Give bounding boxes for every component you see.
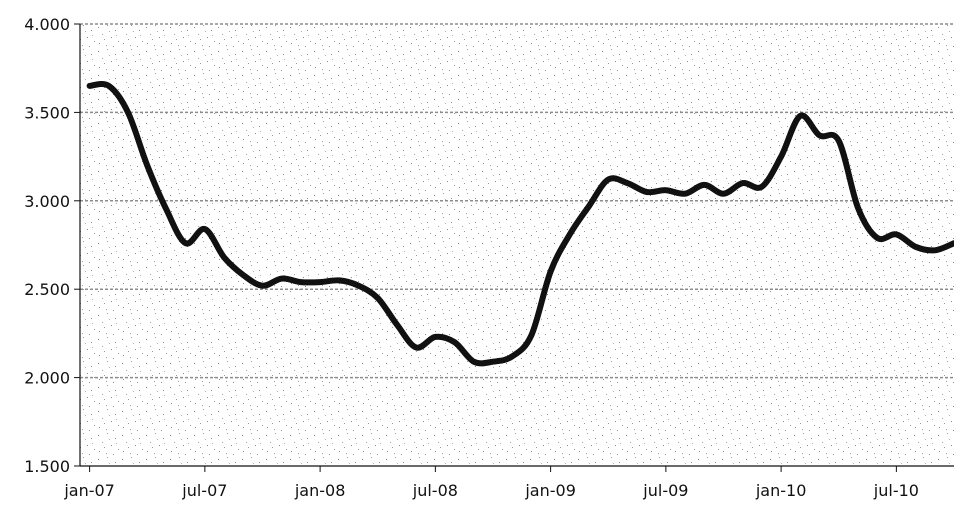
y-tick-label: 2.000 [24, 369, 70, 388]
data-point [913, 244, 919, 250]
data-point [394, 322, 400, 328]
data-point [605, 177, 611, 183]
data-point [279, 276, 285, 282]
y-tick-label: 2.500 [24, 280, 70, 299]
x-axis-tick-labels: jan-07 jul-07 jan-08 jul-08 jan-09 jul-09 jan-… [63, 481, 919, 500]
data-point [413, 345, 419, 350]
data-point [202, 226, 208, 232]
data-point [356, 283, 361, 289]
y-tick-label: 3.000 [24, 192, 70, 211]
data-point [644, 189, 650, 195]
y-axis-tick-labels: 1.500 2.000 2.500 3.000 3.500 4.000 [24, 15, 70, 476]
data-point [432, 334, 438, 340]
data-point [144, 162, 150, 168]
data-point [740, 180, 746, 186]
y-tick-label: 4.000 [24, 15, 70, 34]
data-point [932, 247, 938, 253]
data-point [298, 279, 304, 285]
data-point [721, 191, 726, 197]
x-tick-label: jul-09 [642, 481, 688, 500]
data-point [893, 231, 899, 237]
x-tick-label: jul-07 [181, 481, 227, 500]
data-point [125, 109, 131, 115]
data-point [855, 205, 861, 211]
data-point [452, 339, 458, 345]
plot-area-background [80, 24, 954, 466]
data-point [163, 207, 169, 213]
data-point [759, 184, 765, 190]
data-point [778, 154, 784, 160]
data-point [375, 295, 381, 301]
data-point [240, 272, 246, 278]
axes [79, 24, 954, 472]
x-tick-label: jan-09 [524, 481, 576, 500]
series-line [86, 80, 954, 367]
data-point [701, 182, 707, 188]
data-point [528, 332, 534, 338]
gridlines [74, 23, 954, 467]
data-point [625, 180, 630, 186]
data-point [317, 279, 323, 285]
data-point [336, 277, 342, 283]
data-point [471, 359, 477, 365]
y-tick-label: 1.500 [24, 457, 70, 476]
data-point [951, 240, 954, 246]
data-point [682, 191, 688, 197]
data-point [509, 353, 515, 359]
y-tick-label: 3.500 [24, 103, 70, 122]
data-point [260, 283, 265, 289]
x-tick-label: jan-07 [63, 481, 115, 500]
data-point [817, 132, 822, 138]
x-tick-label: jul-08 [412, 481, 458, 500]
data-point [663, 187, 669, 193]
data-point [567, 231, 573, 237]
data-point [548, 269, 554, 274]
data-point [221, 254, 227, 260]
series-points [87, 83, 954, 365]
data-point [490, 359, 496, 365]
x-tick-label: jan-10 [755, 481, 807, 500]
data-point [586, 203, 592, 209]
x-tick-label: jan-08 [294, 481, 346, 500]
data-point [183, 240, 189, 246]
x-tick-label: jul-10 [873, 481, 919, 500]
data-point [874, 235, 880, 241]
data-point [797, 113, 803, 119]
data-point [87, 83, 93, 89]
data-point [836, 138, 842, 144]
data-point [106, 83, 112, 89]
